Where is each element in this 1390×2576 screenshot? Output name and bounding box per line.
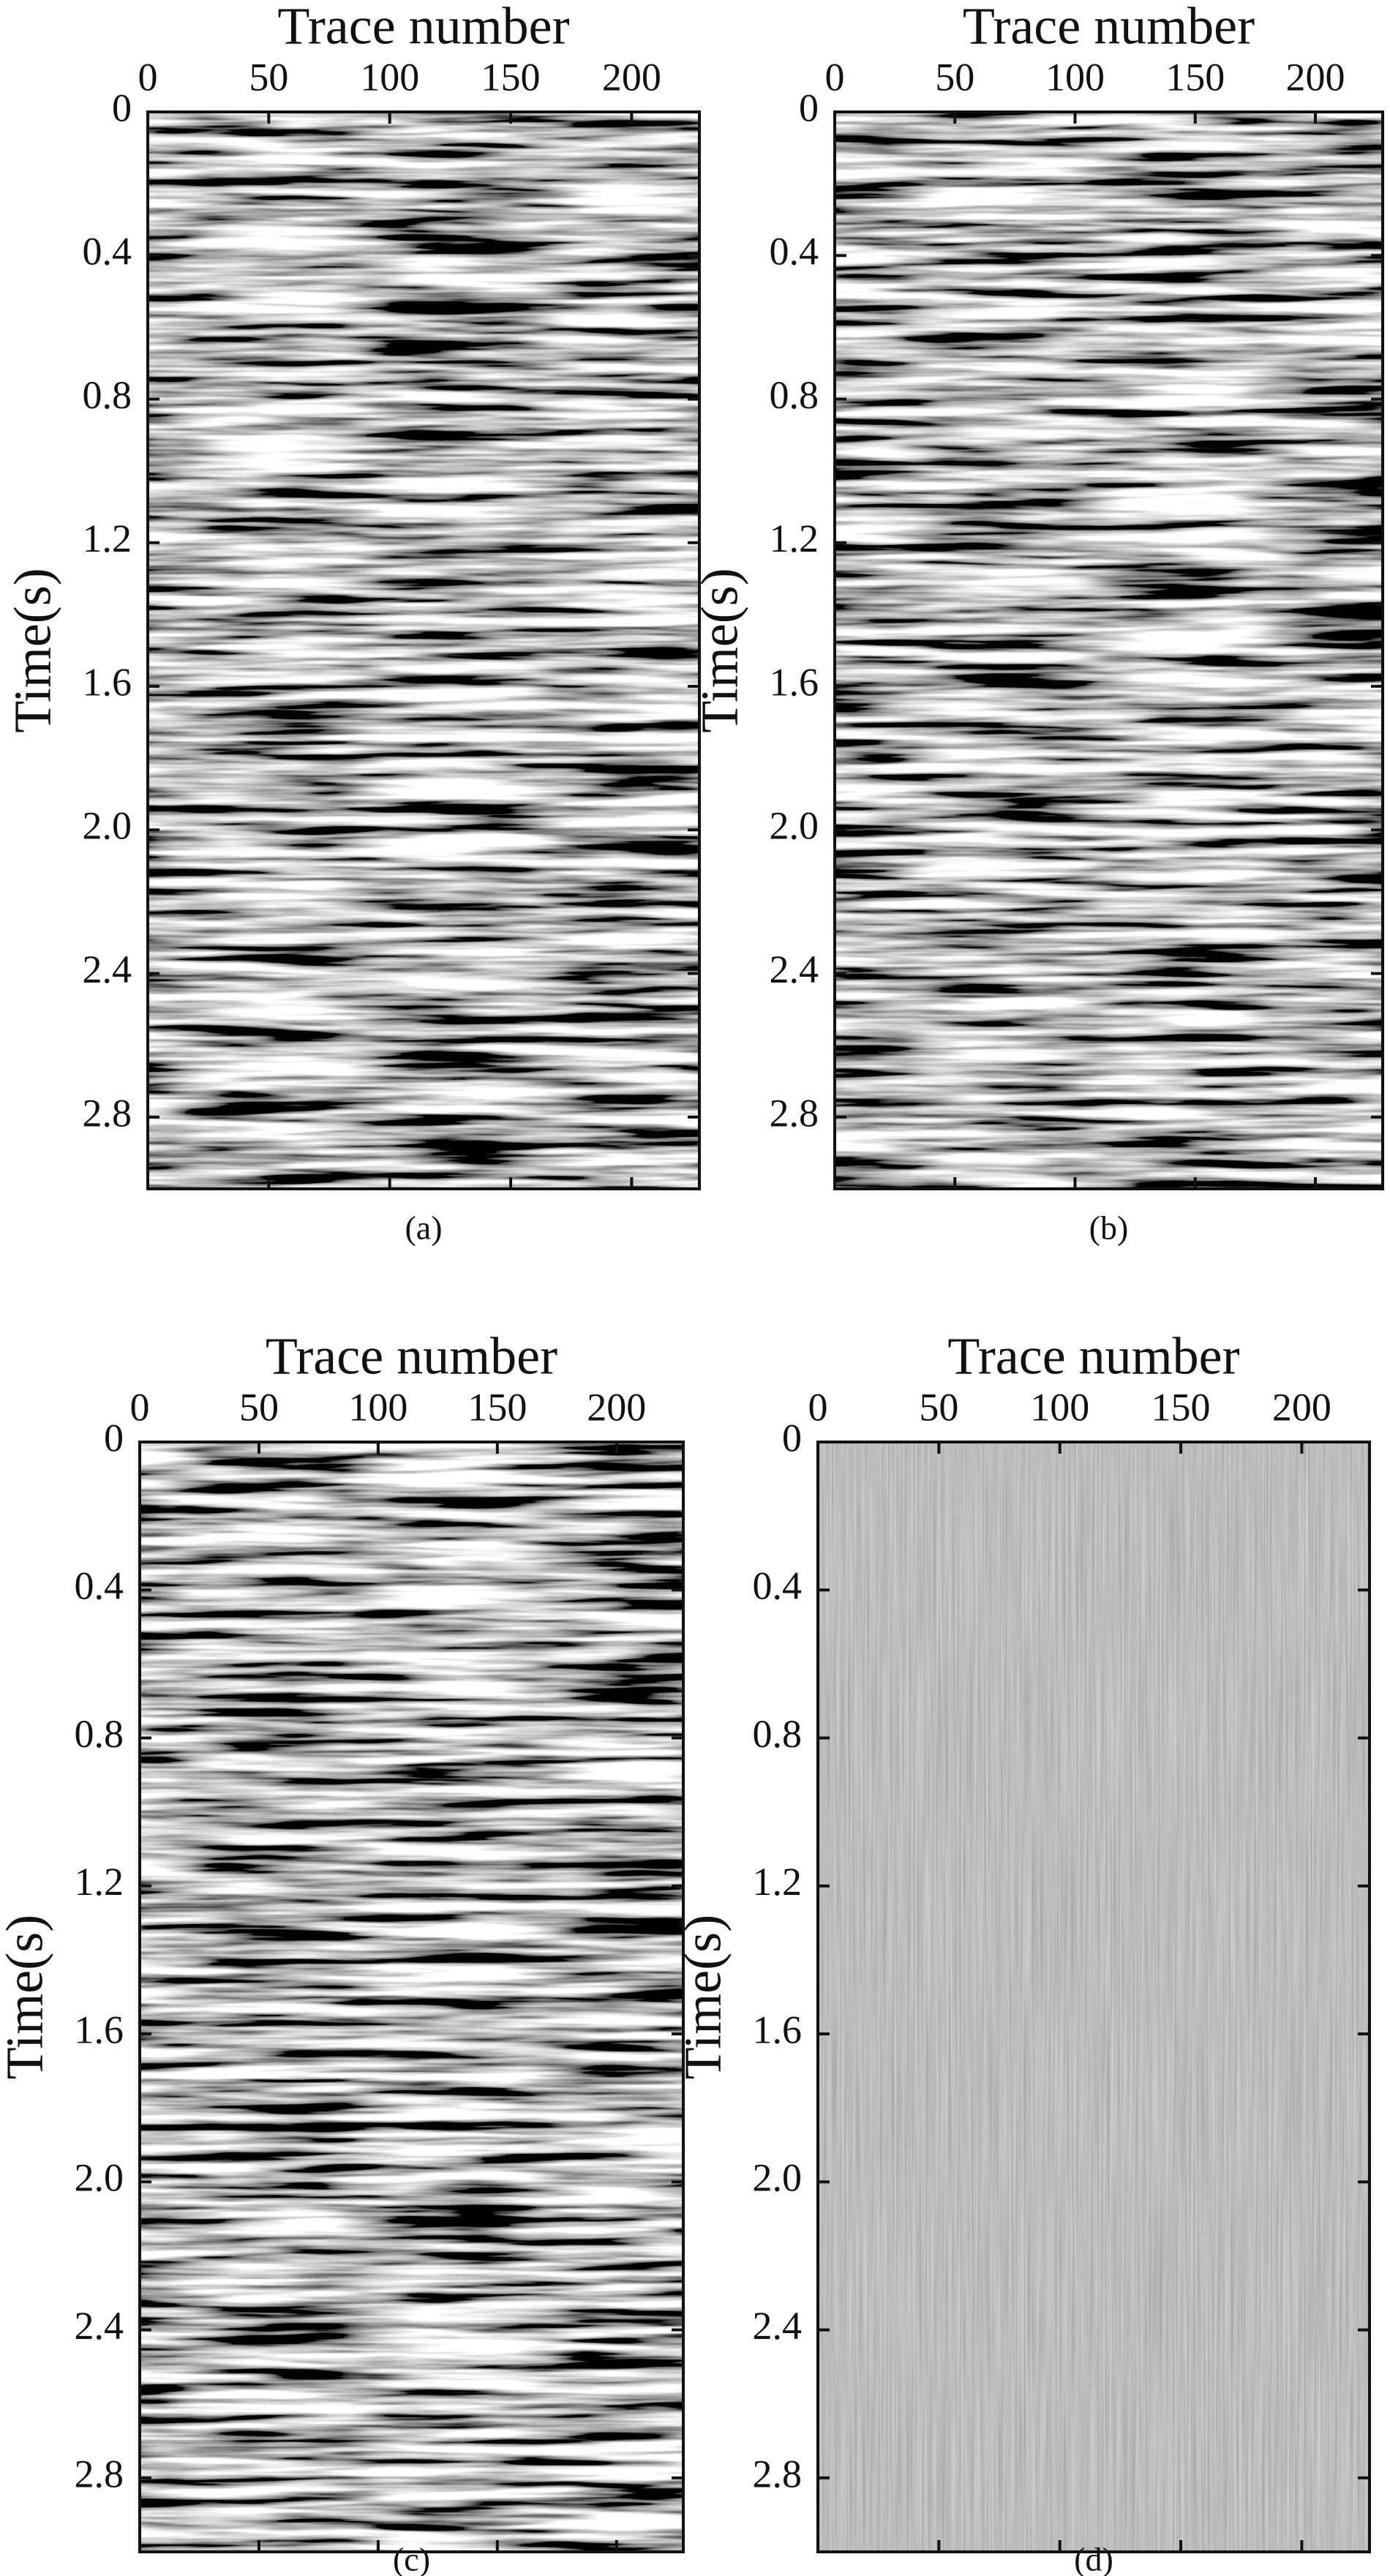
plot-frame [833,110,1384,1190]
seismic-image [835,112,1383,1189]
x-tick-label: 150 [1165,55,1225,99]
x-tick-label: 0 [138,55,158,99]
x-tick-label: 100 [1045,55,1105,99]
y-tick-label: 1.6 [753,2008,803,2051]
seismic-image [140,1442,683,2552]
plot-frame [146,110,701,1190]
x-tick-label: 0 [130,1385,150,1429]
y-tick-label: 0 [799,86,819,129]
x-axis-title: Trace number [266,1327,557,1386]
y-tick-label: 2.4 [75,2304,124,2348]
y-tick-label: 1.2 [83,517,132,560]
y-tick-label: 0.4 [770,230,819,274]
y-tick-label: 0 [782,1416,802,1460]
y-tick-label: 0.4 [83,230,132,274]
x-axis-title: Trace number [963,0,1255,56]
panel-caption: (c) [393,2541,430,2576]
plot-frame [138,1441,685,2553]
y-tick-label: 1.6 [770,660,819,704]
x-tick-label: 50 [919,1385,958,1429]
y-tick-label: 2.4 [753,2304,803,2348]
y-tick-label: 0.8 [83,373,132,417]
x-tick-label: 0 [808,1385,828,1429]
y-tick-label: 0.8 [75,1712,124,1756]
x-axis-title: Trace number [947,1327,1239,1386]
x-tick-label: 100 [1030,1385,1089,1429]
x-tick-label: 100 [348,1385,407,1429]
y-tick-label: 1.2 [770,517,819,560]
x-axis-title: Trace number [277,0,569,56]
x-tick-label: 50 [249,55,288,99]
y-tick-label: 0.8 [753,1712,803,1756]
y-tick-label: 0 [104,1416,124,1460]
y-axis-title: Time(s) [674,1915,732,2079]
y-tick-label: 2.0 [753,2156,803,2200]
seismic-image [148,112,699,1189]
y-tick-label: 2.4 [83,947,132,991]
y-tick-label: 0 [112,86,132,129]
x-tick-label: 200 [602,55,661,99]
y-tick-label: 2.8 [753,2452,803,2496]
x-tick-label: 100 [360,55,419,99]
x-tick-label: 0 [825,55,845,99]
x-tick-label: 200 [587,1385,646,1429]
y-tick-label: 0.8 [770,373,819,417]
x-tick-label: 200 [1286,55,1345,99]
panel-caption: (b) [1089,1209,1129,1247]
x-tick-label: 50 [239,1385,279,1429]
y-tick-label: 0.4 [753,1564,803,1608]
y-axis-title: Time(s) [0,1915,54,2079]
y-tick-label: 2.0 [770,804,819,848]
x-tick-label: 150 [467,1385,527,1429]
y-tick-label: 2.8 [770,1091,819,1135]
y-axis-title: Time(s) [4,568,62,732]
seismic-image [818,1442,1370,2552]
y-tick-label: 1.6 [83,660,132,704]
y-tick-label: 1.2 [753,1860,803,1904]
x-tick-label: 50 [935,55,974,99]
y-tick-label: 0.4 [75,1564,124,1608]
y-tick-label: 2.0 [83,804,132,848]
y-tick-label: 2.0 [75,2156,124,2200]
y-tick-label: 2.8 [75,2452,124,2496]
y-tick-label: 2.4 [770,947,819,991]
y-tick-label: 1.6 [75,2008,124,2051]
panel-caption: (a) [405,1209,442,1247]
x-tick-label: 150 [481,55,541,99]
y-tick-label: 2.8 [83,1091,132,1135]
x-tick-label: 150 [1152,1385,1211,1429]
panel-caption: (d) [1074,2541,1113,2576]
y-tick-label: 1.2 [75,1860,124,1904]
x-tick-label: 200 [1272,1385,1331,1429]
plot-frame [816,1441,1371,2553]
y-axis-title: Time(s) [691,568,749,732]
